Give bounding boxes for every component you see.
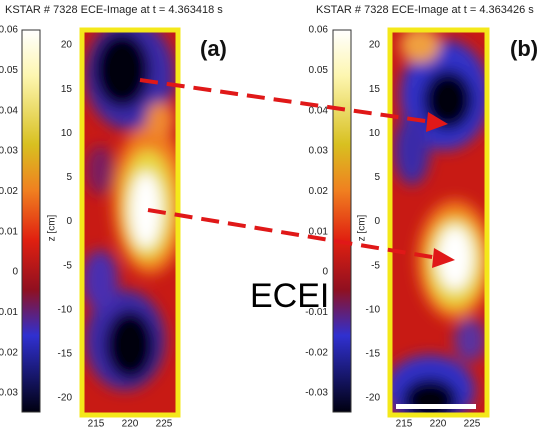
- y-tick-label: -10: [58, 304, 73, 315]
- colorbar-tick-label: 0.04: [0, 105, 18, 116]
- colorbar-tick-label: -0.02: [305, 347, 328, 358]
- y-tick-label: 5: [66, 172, 72, 183]
- colorbar-tick-label: -0.01: [305, 307, 328, 318]
- colorbar: [21, 29, 41, 413]
- y-tick-label: 15: [369, 84, 381, 95]
- panel-label: (a): [200, 36, 227, 61]
- panel-title: KSTAR # 7328 ECE-Image at t = 4.363426 s: [316, 4, 534, 16]
- panel-frame: [79, 27, 181, 418]
- annotation: ECEI: [250, 277, 329, 315]
- colorbar-tick-label: 0.03: [309, 146, 329, 157]
- arrowhead: [426, 112, 455, 268]
- y-axis-label: z [cm]: [47, 214, 58, 241]
- colorbar-tick-label: 0.06: [0, 25, 18, 36]
- y-tick-label: 0: [374, 216, 380, 227]
- y-tick-label: -5: [371, 260, 380, 271]
- y-tick-label: -20: [366, 393, 381, 404]
- colorbar-tick-label: 0.06: [309, 25, 329, 36]
- colorbar-tick-label: 0.02: [0, 186, 18, 197]
- x-tick-label: 220: [430, 419, 447, 430]
- y-tick-label: -10: [366, 304, 381, 315]
- x-tick-label: 225: [464, 419, 481, 430]
- x-tick-label: 215: [396, 419, 413, 430]
- colorbar-tick-label: -0.03: [305, 388, 328, 399]
- y-tick-label: 15: [61, 84, 73, 95]
- colorbar-tick-label: 0: [322, 267, 328, 278]
- colorbar-tick-label: 0.01: [0, 226, 18, 237]
- y-tick-label: -15: [58, 349, 73, 360]
- panel-label: (b): [510, 36, 538, 61]
- colorbar-tick-label: -0.01: [0, 307, 18, 318]
- y-tick-label: 10: [61, 128, 73, 139]
- colorbar-tick-label: 0.02: [309, 186, 329, 197]
- y-tick-label: 20: [61, 40, 73, 51]
- y-tick-label: 20: [369, 40, 381, 51]
- colorbar-tick-label: 0.04: [309, 105, 329, 116]
- colorbar-tick-label: 0.01: [309, 226, 329, 237]
- colorbar-tick-label: -0.03: [0, 388, 18, 399]
- scale-bar: [396, 404, 476, 409]
- colorbar-tick-label: 0.03: [0, 146, 18, 157]
- colorbar: [332, 29, 352, 413]
- y-tick-label: -5: [63, 260, 72, 271]
- colorbar-tick-label: 0: [12, 267, 18, 278]
- y-tick-label: -15: [366, 349, 381, 360]
- y-tick-label: 5: [374, 172, 380, 183]
- heatmap: [84, 32, 176, 413]
- panel-frame: [387, 27, 490, 418]
- colorbar-tick-label: 0.05: [309, 65, 329, 76]
- x-tick-label: 220: [122, 419, 139, 430]
- colorbar-tick-label: -0.02: [0, 347, 18, 358]
- x-tick-label: 225: [156, 419, 173, 430]
- colorbar-tick-label: 0.05: [0, 65, 18, 76]
- x-tick-label: 215: [88, 419, 105, 430]
- y-tick-label: 0: [66, 216, 72, 227]
- heatmap: [392, 32, 485, 413]
- panel-title: KSTAR # 7328 ECE-Image at t = 4.363418 s: [5, 4, 223, 16]
- arrow: [139, 78, 439, 260]
- y-tick-label: -20: [58, 393, 73, 404]
- y-axis-label: z [cm]: [357, 214, 368, 241]
- y-tick-label: 10: [369, 128, 381, 139]
